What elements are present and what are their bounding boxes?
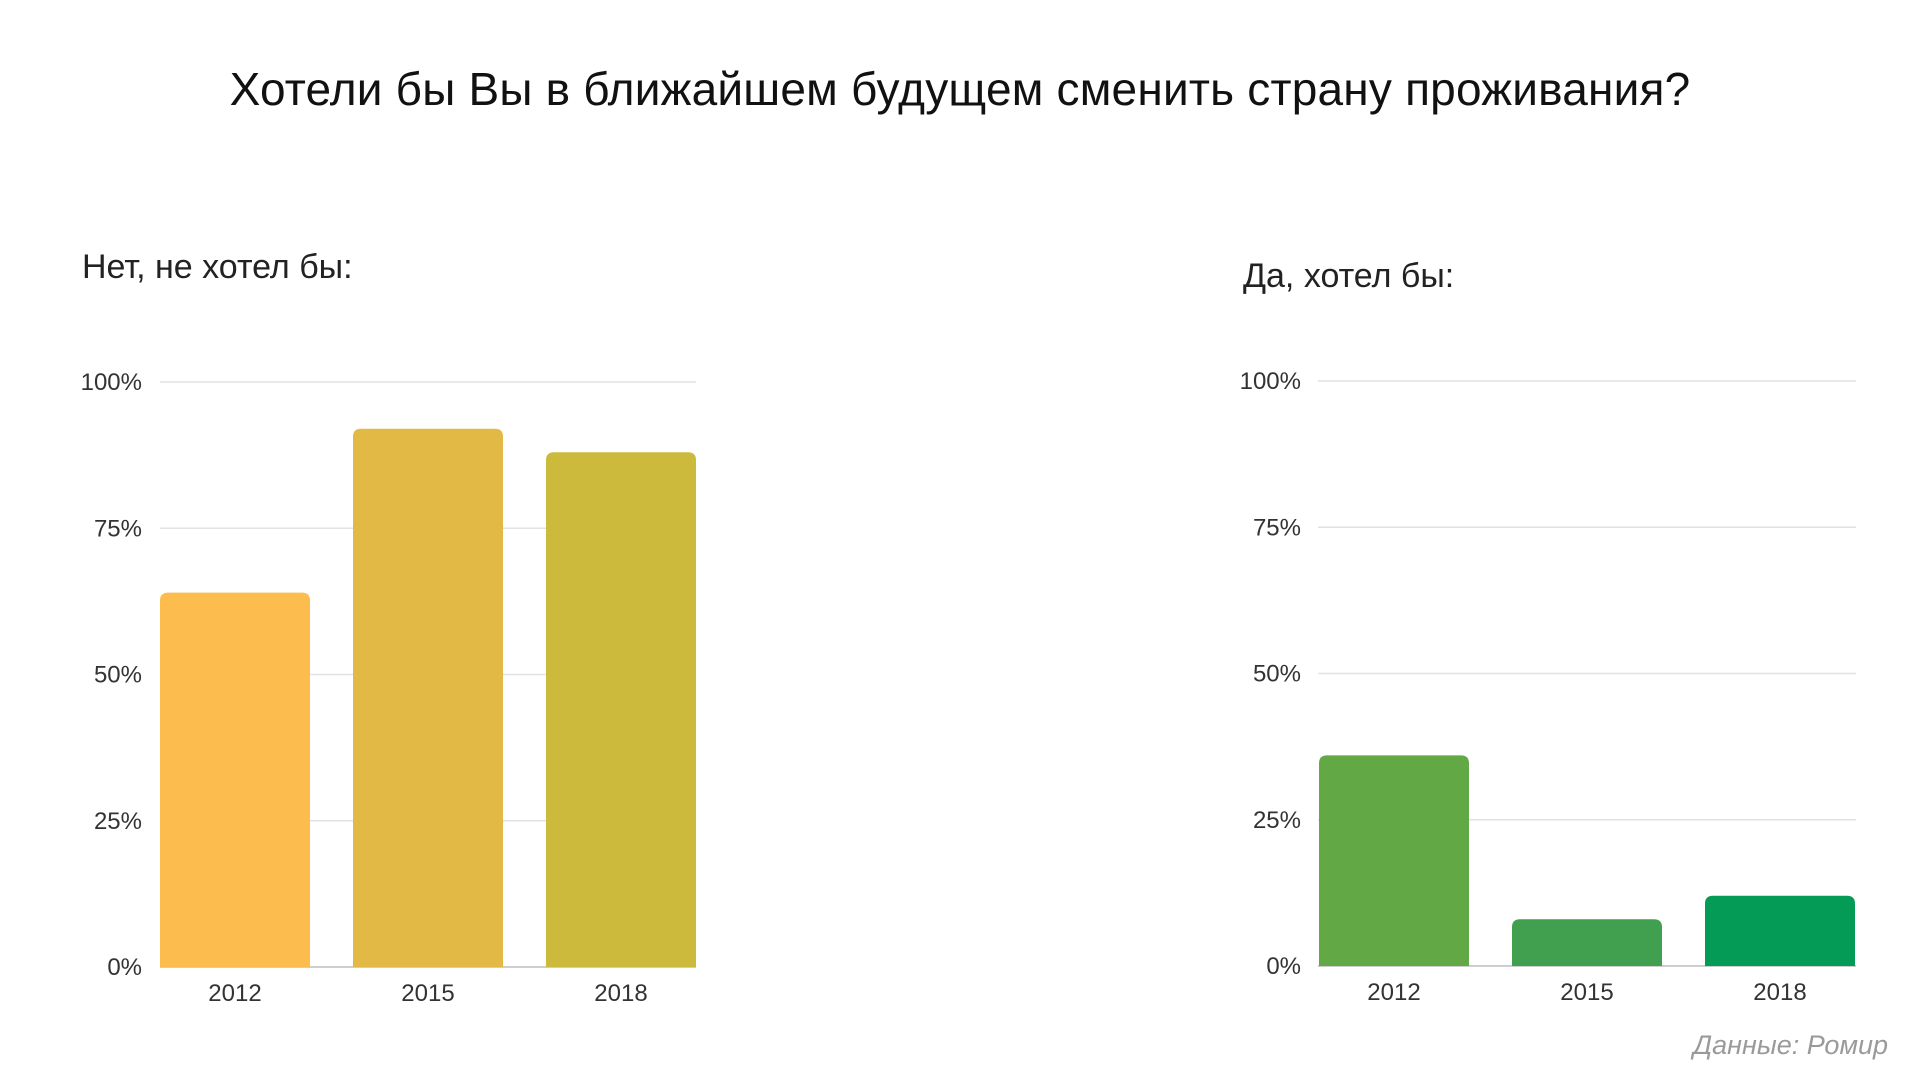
- chart-subtitle: Нет, не хотел бы:: [82, 248, 353, 286]
- x-tick-label: 2018: [594, 980, 647, 1007]
- x-tick-label: 2018: [1753, 979, 1806, 1006]
- x-tick-label: 2012: [208, 980, 261, 1007]
- y-tick-label: 100%: [81, 369, 142, 396]
- y-tick-label: 25%: [1253, 807, 1301, 834]
- chart-subtitle: Да, хотел бы:: [1243, 257, 1454, 295]
- y-tick-label: 0%: [1266, 953, 1301, 980]
- y-tick-label: 75%: [1253, 514, 1301, 541]
- main-title: Хотели бы Вы в ближайшем будущем сменить…: [229, 63, 1691, 115]
- bar-2012: [160, 592, 310, 967]
- x-tick-label: 2015: [401, 980, 454, 1007]
- bar-2018: [1705, 895, 1855, 966]
- y-tick-label: 25%: [94, 808, 142, 835]
- bar-2015: [353, 428, 503, 967]
- y-tick-label: 0%: [107, 954, 142, 981]
- bar-2018: [546, 452, 696, 967]
- y-tick-label: 100%: [1240, 368, 1301, 395]
- x-tick-label: 2015: [1560, 979, 1613, 1006]
- bar-2015: [1512, 919, 1662, 966]
- chart-no: Нет, не хотел бы: 0% 25% 50% 75% 100% 2012 2015…: [81, 248, 696, 1007]
- chart-yes: Да, хотел бы: 0% 25% 50% 75% 100% 2012 2015 2018: [1240, 257, 1856, 1006]
- y-tick-label: 75%: [94, 515, 142, 542]
- source-note: Данные: Ромир: [1693, 1030, 1888, 1060]
- x-tick-label: 2012: [1367, 979, 1420, 1006]
- y-tick-label: 50%: [94, 662, 142, 689]
- y-tick-label: 50%: [1253, 661, 1301, 688]
- bar-2012: [1319, 755, 1469, 966]
